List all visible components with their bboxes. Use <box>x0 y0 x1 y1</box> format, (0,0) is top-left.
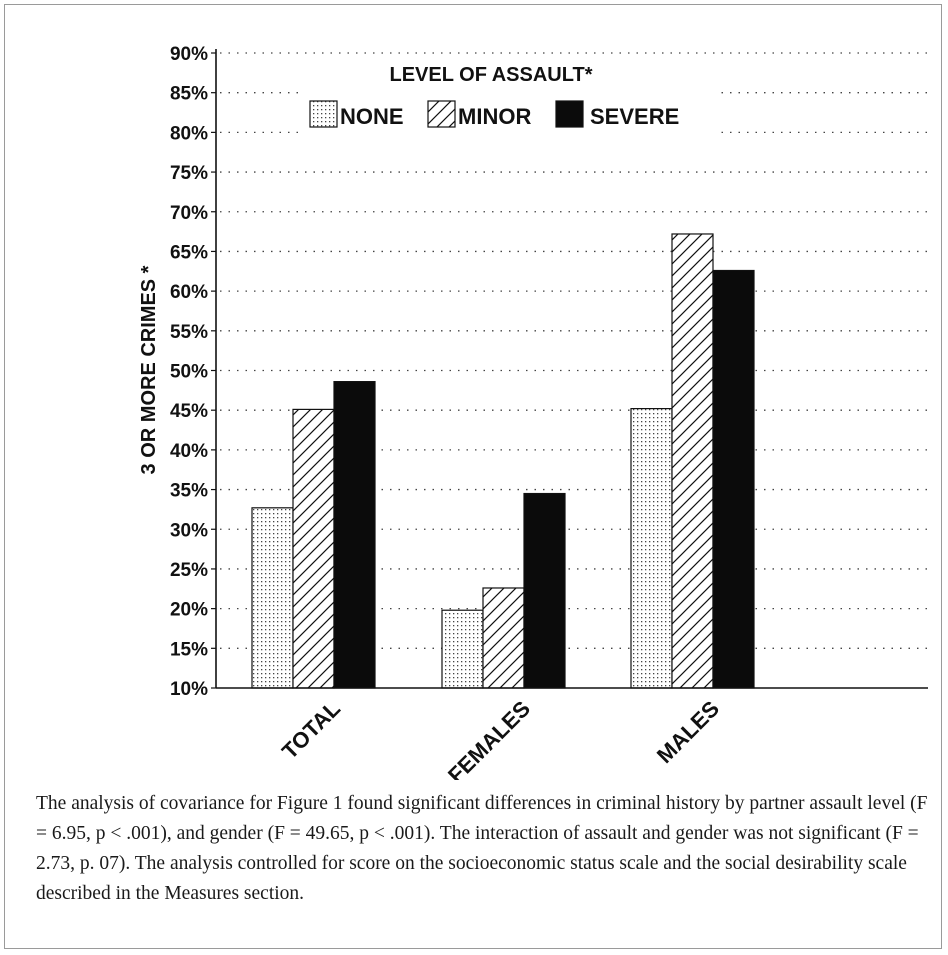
caption-text: The analysis of covariance for Figure 1 … <box>36 793 928 904</box>
x-category-label: MALES <box>652 696 724 768</box>
y-tick-label: 30% <box>170 520 208 541</box>
bar-chart: 10% 15% 20% 25% 30% 35% 40% 45% 50% 55% 60% 65% 70% 7… <box>138 44 928 780</box>
bar-males-minor <box>671 233 714 689</box>
y-tick-label: 15% <box>170 639 208 660</box>
bar-males-severe <box>712 269 755 689</box>
legend-title: LEVEL OF ASSAULT* <box>390 64 593 86</box>
y-tick-label: 55% <box>170 322 208 343</box>
y-tick-label: 40% <box>170 441 208 462</box>
y-tick-label: 35% <box>170 481 208 502</box>
y-tick-label: 25% <box>170 560 208 581</box>
legend-swatch-none <box>309 100 338 128</box>
y-tick-label: 20% <box>170 600 208 621</box>
x-category-label: FEMALES <box>443 696 535 780</box>
y-tick-label: 60% <box>170 282 208 303</box>
bar-total-severe <box>333 381 376 689</box>
legend-label-minor: MINOR <box>458 104 531 129</box>
axes <box>215 49 928 689</box>
y-tick-label: 85% <box>170 84 208 105</box>
legend-swatch-severe <box>555 100 584 128</box>
bar-total-minor <box>292 408 335 689</box>
bars <box>251 233 755 689</box>
bar-total-none <box>251 507 294 689</box>
y-tick-label: 50% <box>170 362 208 383</box>
legend-background <box>300 62 720 136</box>
y-tick-labels: 10% 15% 20% 25% 30% 35% 40% 45% 50% 55% 60% 65% 70% 7… <box>170 44 216 700</box>
y-tick-label: 75% <box>170 163 208 184</box>
bar-males-none <box>630 408 673 689</box>
figure-frame <box>4 4 942 949</box>
y-tick-label: 10% <box>170 679 208 700</box>
legend-swatch-minor <box>427 100 456 128</box>
y-tick-label: 80% <box>170 123 208 144</box>
bar-females-none <box>441 609 484 689</box>
bar-females-minor <box>482 587 525 689</box>
y-tick-label: 70% <box>170 203 208 224</box>
y-tick-label: 90% <box>170 44 208 65</box>
y-tick-label: 65% <box>170 242 208 263</box>
legend-label-severe: SEVERE <box>590 104 679 129</box>
bar-females-severe <box>523 492 566 689</box>
x-category-labels: TOTAL FEMALES MALES <box>277 696 724 780</box>
x-category-label: TOTAL <box>277 696 345 764</box>
y-tick-label: 45% <box>170 401 208 422</box>
legend: NONE MINOR SEVERE <box>309 100 679 129</box>
legend-label-none: NONE <box>340 104 404 129</box>
y-axis-title: 3 OR MORE CRIMES * <box>138 265 160 474</box>
figure-caption: The analysis of covariance for Figure 1 … <box>36 789 932 909</box>
